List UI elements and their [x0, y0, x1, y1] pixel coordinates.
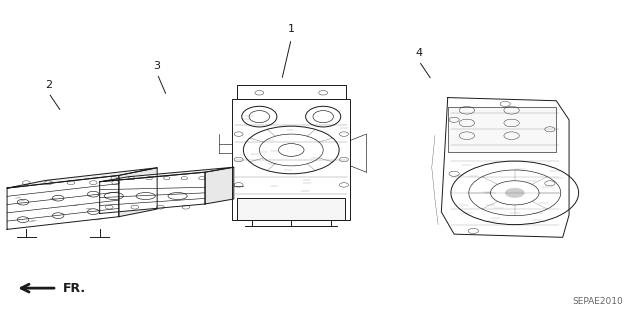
Polygon shape — [100, 167, 234, 182]
Polygon shape — [119, 168, 157, 217]
Text: 4: 4 — [415, 48, 422, 58]
Polygon shape — [442, 98, 569, 237]
Polygon shape — [205, 167, 234, 204]
Polygon shape — [7, 168, 157, 188]
Text: 3: 3 — [154, 61, 161, 70]
Polygon shape — [7, 175, 119, 229]
Bar — [237, 197, 345, 220]
Bar — [237, 85, 346, 99]
Text: 1: 1 — [288, 24, 295, 34]
Text: FR.: FR. — [63, 282, 86, 295]
Circle shape — [505, 188, 524, 197]
Polygon shape — [100, 172, 205, 213]
Text: 2: 2 — [45, 80, 52, 90]
Text: SEPAE2010: SEPAE2010 — [573, 297, 623, 306]
Bar — [448, 107, 556, 152]
Bar — [232, 99, 350, 220]
